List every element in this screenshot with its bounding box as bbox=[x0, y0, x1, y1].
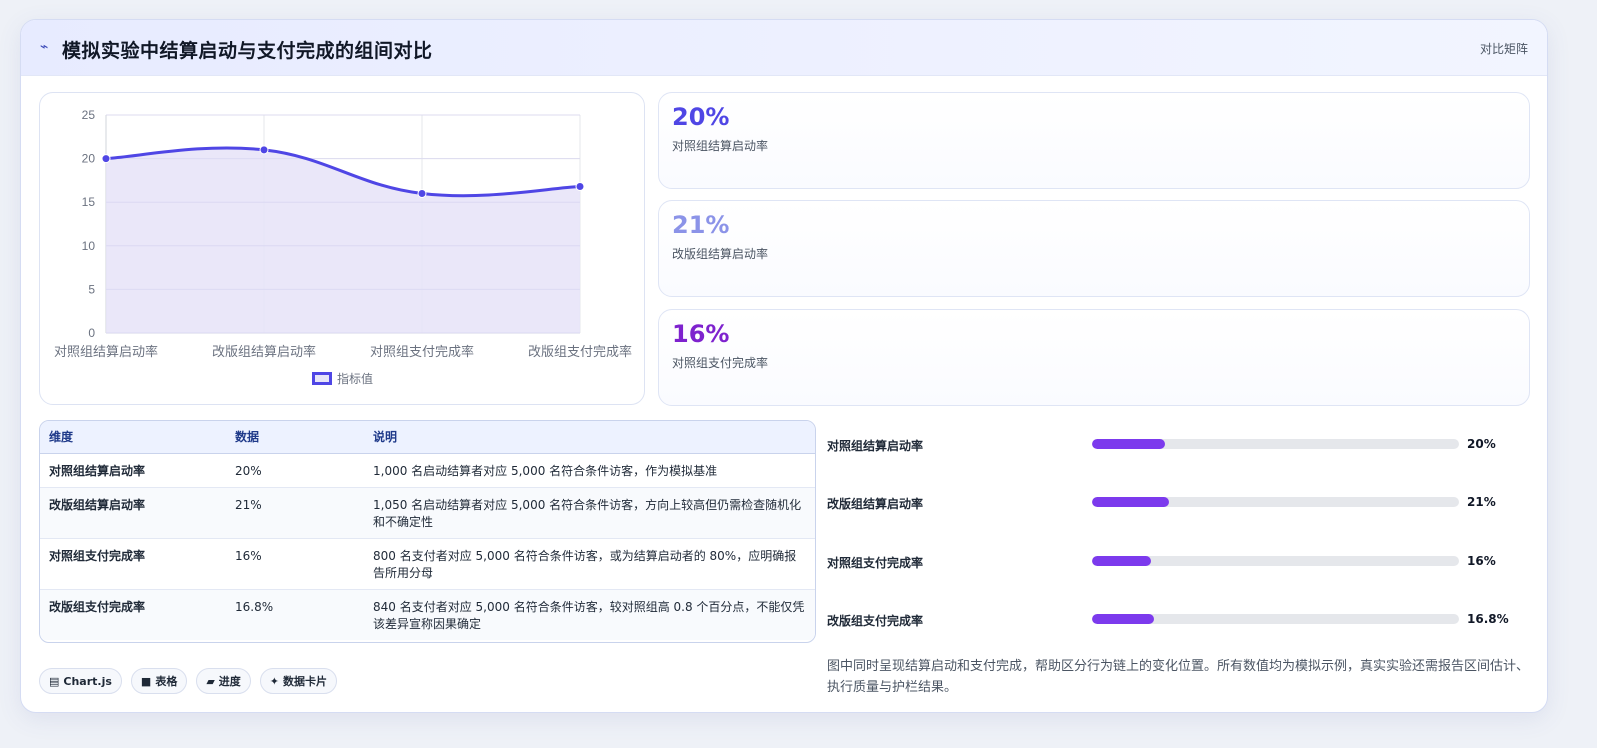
data-table: 维度 数据 说明 对照组结算启动率 20% 1,000 名启动结算者对应 5,0… bbox=[39, 420, 816, 643]
stat-card: 21% 改版组结算启动率 bbox=[658, 200, 1530, 297]
y-tick-label: 5 bbox=[88, 282, 95, 296]
header-tag: 对比矩阵 bbox=[1479, 42, 1528, 56]
y-tick-label: 20 bbox=[82, 152, 96, 166]
progress-value: 21% bbox=[1467, 495, 1496, 509]
legend-label: 指标值 bbox=[337, 371, 374, 386]
progress-fill bbox=[1092, 614, 1154, 624]
y-tick-label: 15 bbox=[82, 195, 96, 209]
y-tick-label: 25 bbox=[82, 108, 96, 122]
progress-value: 16% bbox=[1467, 554, 1496, 568]
chip-data-cards[interactable]: ✦ 数据卡片 bbox=[259, 668, 338, 694]
chart-legend[interactable]: 指标值 bbox=[312, 370, 373, 386]
chip-label: 进度 bbox=[218, 675, 241, 688]
cell-data: 16% bbox=[226, 538, 364, 590]
table-header-row: 维度 数据 说明 bbox=[40, 421, 815, 454]
progress-fill bbox=[1092, 556, 1151, 566]
y-tick-label: 10 bbox=[82, 239, 96, 253]
cell-description: 840 名支付者对应 5,000 名符合条件访客，较对照组高 0.8 个百分点，… bbox=[364, 589, 815, 640]
stat-value: 20% bbox=[672, 103, 730, 131]
cell-description: 1,050 名启动结算者对应 5,000 名符合条件访客，方向上较高但仍需检查随… bbox=[364, 487, 815, 539]
chip-chartjs[interactable]: ▤ Chart.js bbox=[39, 668, 122, 694]
progress-value: 20% bbox=[1467, 437, 1496, 451]
progress-value: 16.8% bbox=[1467, 612, 1509, 626]
chip-label: Chart.js bbox=[63, 674, 112, 688]
progress-fill bbox=[1092, 497, 1170, 507]
stat-caption: 对照组结算启动率 bbox=[672, 139, 769, 153]
progress-track bbox=[1092, 439, 1459, 449]
stat-caption: 改版组结算启动率 bbox=[672, 247, 769, 261]
cell-data: 21% bbox=[226, 487, 364, 539]
column-header-description: 说明 bbox=[364, 421, 815, 454]
footnote: 图中同时呈现结算启动和支付完成，帮助区分行为链上的变化位置。所有数值均为模拟示例… bbox=[827, 659, 1530, 695]
x-tick-label: 改版组支付完成率 bbox=[528, 344, 632, 360]
column-header-dimension: 维度 bbox=[40, 421, 226, 454]
stat-value: 16% bbox=[672, 320, 730, 348]
page-title: 模拟实验中结算启动与支付完成的组间对比 bbox=[62, 40, 433, 62]
progress-label: 对照组结算启动率 bbox=[827, 439, 924, 453]
stat-caption: 对照组支付完成率 bbox=[672, 356, 769, 370]
table-row: 改版组结算启动率 21% 1,050 名启动结算者对应 5,000 名符合条件访… bbox=[40, 487, 815, 539]
chip-progress[interactable]: ▰ 进度 bbox=[196, 668, 251, 694]
stat-value: 21% bbox=[672, 211, 730, 239]
cell-dimension: 改版组支付完成率 bbox=[40, 589, 226, 640]
progress-track bbox=[1092, 614, 1459, 624]
progress-track bbox=[1092, 556, 1459, 566]
progress-label: 对照组支付完成率 bbox=[827, 556, 924, 570]
line-chart: 0 5 10 15 20 25 对照组结算启动率 改版组结算启动率 对照组支付完成率 改版组支付完… bbox=[39, 92, 645, 405]
sparkle-icon: ✦ bbox=[269, 674, 280, 688]
chart-svg: 0 5 10 15 20 25 对照组结算启动率 改版组结算启动率 对照组支付完成率 改版组支付完… bbox=[54, 108, 632, 360]
progress-row: 改版组结算启动率 21% bbox=[827, 492, 1527, 512]
progress-label: 改版组结算启动率 bbox=[827, 497, 924, 511]
progress-label: 改版组支付完成率 bbox=[827, 614, 924, 628]
cell-data: 20% bbox=[226, 453, 364, 488]
progress-row: 改版组支付完成率 16.8% bbox=[827, 609, 1527, 629]
progress-fill bbox=[1092, 439, 1166, 449]
column-header-data: 数据 bbox=[226, 421, 364, 454]
table-row: 改版组支付完成率 16.8% 840 名支付者对应 5,000 名符合条件访客，… bbox=[40, 589, 815, 640]
series-area bbox=[106, 147, 580, 333]
x-tick-label: 对照组支付完成率 bbox=[370, 344, 474, 360]
x-tick-label: 对照组结算启动率 bbox=[54, 344, 158, 360]
card-header: ⌁ 模拟实验中结算启动与支付完成的组间对比 对比矩阵 bbox=[21, 20, 1547, 76]
x-tick-label: 改版组结算启动率 bbox=[212, 344, 316, 360]
table-row: 对照组支付完成率 16% 800 名支付者对应 5,000 名符合条件访客，或为… bbox=[40, 538, 815, 590]
cell-description: 800 名支付者对应 5,000 名符合条件访客，或为结算启动者的 80%，应明… bbox=[364, 538, 815, 590]
y-tick-label: 0 bbox=[88, 326, 95, 340]
stat-card: 20% 对照组结算启动率 bbox=[658, 92, 1530, 189]
cell-description: 1,000 名启动结算者对应 5,000 名符合条件访客，作为模拟基准 bbox=[364, 453, 815, 488]
cell-dimension: 对照组结算启动率 bbox=[40, 453, 226, 488]
chart-icon: ▤ bbox=[49, 674, 60, 688]
data-point bbox=[417, 188, 427, 198]
cell-dimension: 对照组支付完成率 bbox=[40, 538, 226, 590]
table-row: 对照组结算启动率 20% 1,000 名启动结算者对应 5,000 名符合条件访… bbox=[40, 453, 815, 488]
progress-row: 对照组支付完成率 16% bbox=[827, 551, 1527, 571]
legend-swatch bbox=[312, 371, 332, 385]
progress-row: 对照组结算启动率 20% bbox=[827, 434, 1527, 454]
data-point bbox=[101, 154, 111, 164]
trend-icon: ⌁ bbox=[40, 39, 49, 55]
data-point bbox=[259, 145, 269, 155]
stat-card: 16% 对照组支付完成率 bbox=[658, 309, 1530, 406]
cell-data: 16.8% bbox=[226, 589, 364, 640]
chip-label: 数据卡片 bbox=[283, 675, 328, 688]
data-point bbox=[575, 182, 585, 192]
table-icon: ■ bbox=[140, 674, 152, 688]
series-line bbox=[105, 146, 581, 198]
dashboard-card: ⌁ 模拟实验中结算启动与支付完成的组间对比 对比矩阵 0 5 10 15 20 25 对照组… bbox=[20, 19, 1548, 713]
progress-icon: ▰ bbox=[206, 674, 215, 688]
progress-track bbox=[1092, 497, 1459, 507]
cell-dimension: 改版组结算启动率 bbox=[40, 487, 226, 539]
chip-table[interactable]: ■ 表格 bbox=[130, 668, 188, 694]
chip-label: 表格 bbox=[155, 675, 178, 688]
tech-chips: ▤ Chart.js ■ 表格 ▰ 进度 ✦ 数据卡片 bbox=[39, 668, 338, 694]
